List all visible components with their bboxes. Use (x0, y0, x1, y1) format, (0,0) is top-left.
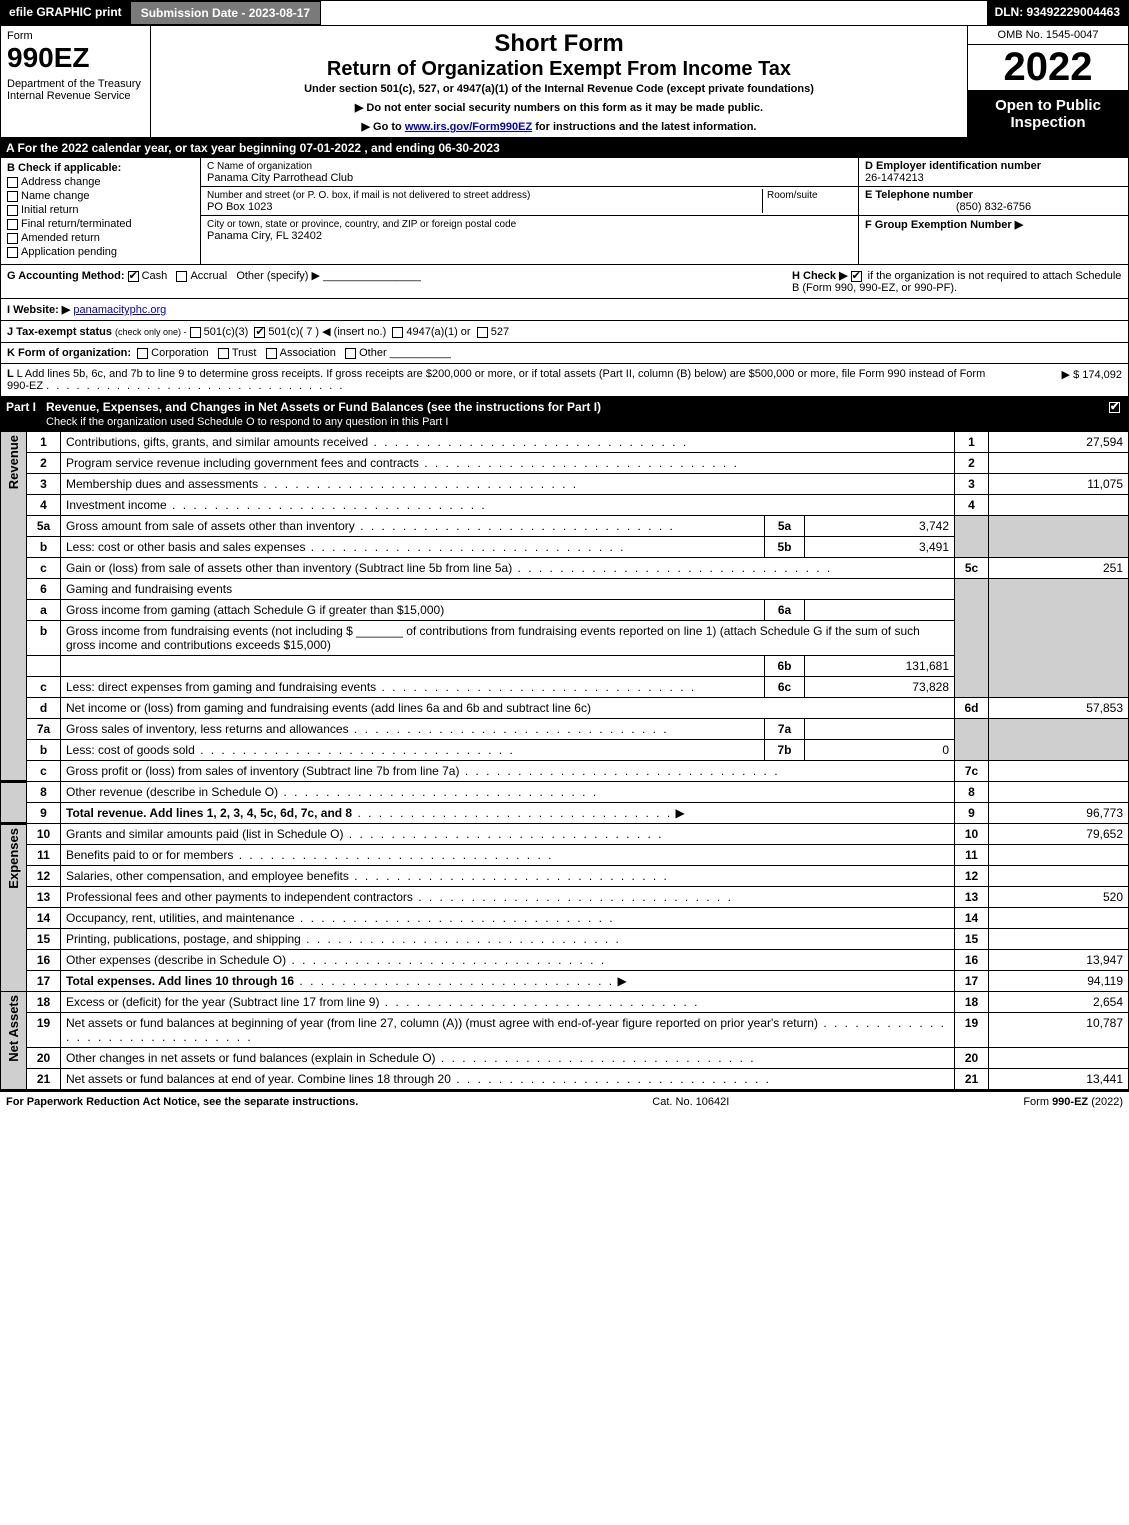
row-l-gross: L L Add lines 5b, 6c, and 7b to line 9 t… (0, 364, 1129, 397)
val-6a (805, 600, 955, 621)
val-6b: 131,681 (805, 656, 955, 677)
amt-line14 (989, 908, 1129, 929)
footer: For Paperwork Reduction Act Notice, see … (0, 1090, 1129, 1112)
chk-schedule-o-part1[interactable] (1109, 402, 1120, 413)
chk-501c[interactable] (254, 327, 265, 338)
row-j-status: J Tax-exempt status (check only one) - 5… (0, 321, 1129, 343)
amt-line19: 10,787 (989, 1013, 1129, 1048)
amt-line8 (989, 782, 1129, 803)
val-7a (805, 719, 955, 740)
amt-line10: 79,652 (989, 824, 1129, 845)
bullet-goto: ▶ Go to www.irs.gov/Form990EZ for instru… (159, 120, 959, 133)
open-to-public: Open to Public Inspection (968, 91, 1128, 137)
chk-accrual[interactable] (176, 271, 187, 282)
ein-cell: D Employer identification number 26-1474… (859, 158, 1128, 187)
col-d: D Employer identification number 26-1474… (858, 158, 1128, 264)
chk-trust[interactable] (218, 348, 229, 359)
chk-name-change[interactable]: Name change (7, 190, 194, 202)
street-value: PO Box 1023 (207, 201, 272, 213)
chk-schedule-b[interactable] (851, 271, 862, 282)
amt-line15 (989, 929, 1129, 950)
org-name-cell: C Name of organization Panama City Parro… (201, 158, 858, 187)
header-middle: Short Form Return of Organization Exempt… (151, 26, 968, 137)
row-i-website: I Website: ▶ panamacityphc.org (0, 299, 1129, 321)
col-c: C Name of organization Panama City Parro… (201, 158, 858, 264)
form-header: Form 990EZ Department of the Treasury In… (0, 26, 1129, 138)
b-label: B Check if applicable: (7, 162, 121, 174)
street-cell: Number and street (or P. O. box, if mail… (201, 187, 858, 216)
amt-line2 (989, 453, 1129, 474)
val-6c: 73,828 (805, 677, 955, 698)
website-link[interactable]: panamacityphc.org (73, 304, 166, 316)
chk-amended-return[interactable]: Amended return (7, 232, 194, 244)
row-a-taxyear: A For the 2022 calendar year, or tax yea… (0, 138, 1129, 158)
amt-line4 (989, 495, 1129, 516)
amt-line7c (989, 761, 1129, 782)
amt-line1: 27,594 (989, 432, 1129, 453)
ein-value: 26-1474213 (865, 172, 924, 184)
chk-association[interactable] (266, 348, 277, 359)
chk-other-org[interactable] (345, 348, 356, 359)
amt-line11 (989, 845, 1129, 866)
amt-line13: 520 (989, 887, 1129, 908)
chk-initial-return[interactable]: Initial return (7, 204, 194, 216)
header-left: Form 990EZ Department of the Treasury In… (1, 26, 151, 137)
title-return: Return of Organization Exempt From Incom… (159, 58, 959, 81)
val-7b: 0 (805, 740, 955, 761)
amt-line3: 11,075 (989, 474, 1129, 495)
tel-cell: E Telephone number (850) 832-6756 (859, 187, 1128, 216)
sidelabel-netassets: Net Assets (6, 995, 21, 1062)
amt-line17: 94,119 (989, 971, 1129, 992)
chk-527[interactable] (477, 327, 488, 338)
chk-final-return[interactable]: Final return/terminated (7, 218, 194, 230)
gross-receipts-amount: ▶ $ 174,092 (992, 368, 1122, 392)
city-cell: City or town, state or province, country… (201, 216, 858, 244)
chk-corporation[interactable] (137, 348, 148, 359)
val-5b: 3,491 (805, 537, 955, 558)
subtitle: Under section 501(c), 527, or 4947(a)(1)… (159, 83, 959, 95)
group-exemption-cell: F Group Exemption Number ▶ (859, 216, 1128, 233)
city-value: Panama Ciry, FL 32402 (207, 230, 322, 242)
header-right: OMB No. 1545-0047 2022 Open to Public In… (968, 26, 1128, 137)
submission-date: Submission Date - 2023-08-17 (130, 1, 321, 25)
footer-catno: Cat. No. 10642I (652, 1096, 729, 1108)
amt-line12 (989, 866, 1129, 887)
part1-bar: Part I Revenue, Expenses, and Changes in… (0, 397, 1129, 431)
amt-line6d: 57,853 (989, 698, 1129, 719)
title-short-form: Short Form (159, 30, 959, 58)
department-label: Department of the Treasury Internal Reve… (7, 78, 144, 102)
irs-link[interactable]: www.irs.gov/Form990EZ (405, 121, 532, 133)
amt-line18: 2,654 (989, 992, 1129, 1013)
tax-year: 2022 (968, 45, 1128, 91)
chk-application-pending[interactable]: Application pending (7, 246, 194, 258)
tel-value: (850) 832-6756 (865, 201, 1122, 213)
bullet-ssn: ▶ Do not enter social security numbers o… (159, 101, 959, 114)
efile-label: efile GRAPHIC print (1, 1, 130, 25)
amt-line5c: 251 (989, 558, 1129, 579)
val-5a: 3,742 (805, 516, 955, 537)
sidelabel-revenue: Revenue (6, 435, 21, 489)
amt-line21: 13,441 (989, 1069, 1129, 1090)
chk-cash[interactable] (128, 271, 139, 282)
row-g-h: G Accounting Method: Cash Accrual Other … (0, 265, 1129, 299)
col-b: B Check if applicable: Address change Na… (1, 158, 201, 264)
footer-formref: Form 990-EZ (2022) (1023, 1096, 1123, 1108)
chk-4947[interactable] (392, 327, 403, 338)
row-k-orgform: K Form of organization: Corporation Trus… (0, 343, 1129, 364)
amt-line9: 96,773 (989, 803, 1129, 824)
org-name: Panama City Parrothead Club (207, 172, 353, 184)
footer-left: For Paperwork Reduction Act Notice, see … (6, 1096, 358, 1108)
form-word: Form (7, 30, 144, 42)
dln-label: DLN: 93492229004463 (987, 1, 1128, 25)
lines-table: Revenue 1 Contributions, gifts, grants, … (0, 431, 1129, 1090)
chk-501c3[interactable] (190, 327, 201, 338)
sidelabel-expenses: Expenses (6, 828, 21, 889)
top-bar: efile GRAPHIC print Submission Date - 20… (0, 0, 1129, 26)
block-bcd: B Check if applicable: Address change Na… (0, 158, 1129, 265)
omb-number: OMB No. 1545-0047 (968, 26, 1128, 45)
form-number: 990EZ (7, 42, 144, 74)
chk-address-change[interactable]: Address change (7, 176, 194, 188)
amt-line16: 13,947 (989, 950, 1129, 971)
amt-line20 (989, 1048, 1129, 1069)
